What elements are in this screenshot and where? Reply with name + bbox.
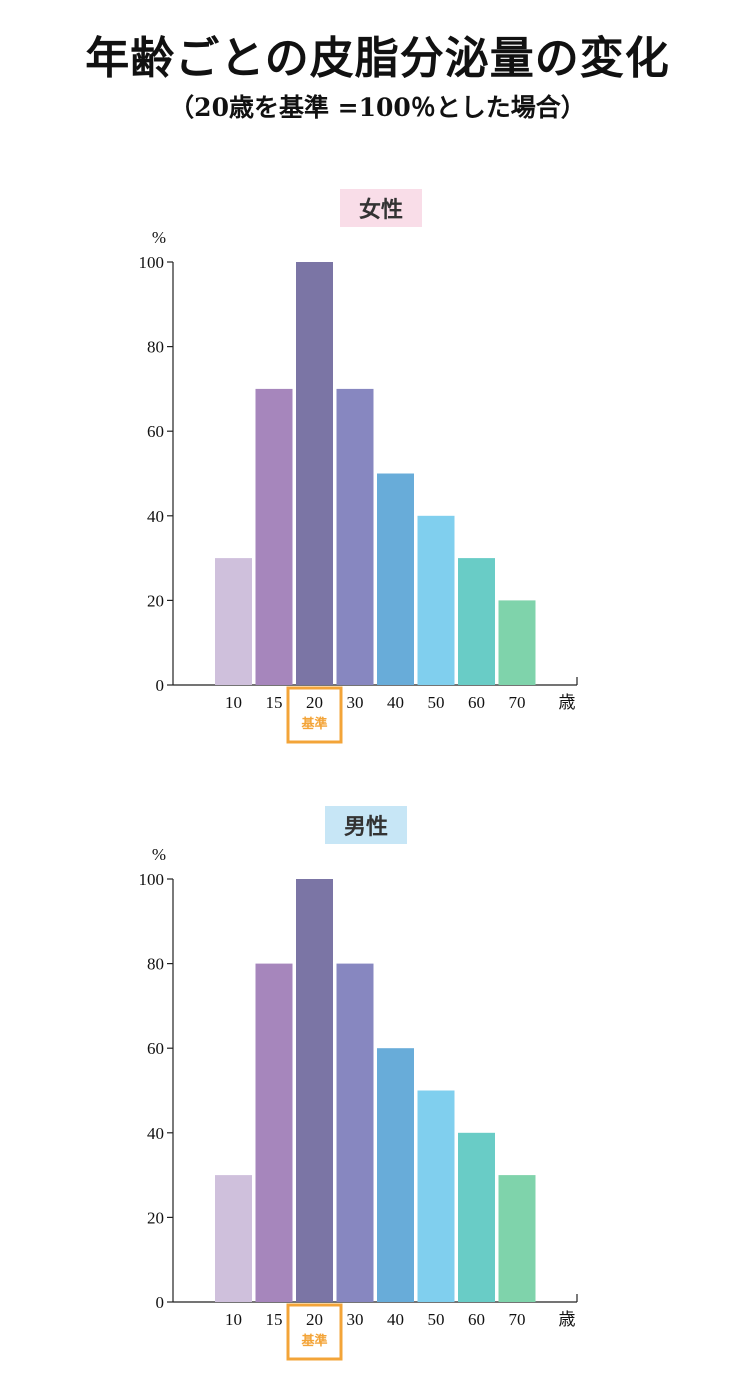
male-baseline-label: 基準 — [300, 1333, 327, 1349]
female-x-tick-label: 50 — [428, 693, 445, 712]
male-y-tick-label: 80 — [147, 955, 164, 974]
female-bar-10 — [215, 558, 252, 685]
female-chart-title: 女性 — [359, 197, 403, 223]
female-y-unit: % — [152, 228, 166, 247]
male-bar-20 — [296, 879, 333, 1302]
male-label-bg — [325, 806, 407, 844]
female-baseline-box — [286, 686, 343, 744]
female-x-unit: 歳 — [559, 693, 576, 712]
male-x-tick-label: 40 — [387, 1310, 404, 1329]
female-bar-30 — [336, 388, 374, 685]
male-baseline-box — [286, 1303, 343, 1361]
male-bar-50 — [417, 1090, 455, 1302]
female-x-tick-label: 20 — [306, 693, 323, 712]
male-x-tick-label: 15 — [266, 1310, 283, 1329]
male-bar-10 — [215, 1175, 252, 1302]
male-x-tick-label: 30 — [347, 1310, 364, 1329]
male-x-tick-label: 20 — [306, 1310, 323, 1329]
female-y-tick-label: 20 — [147, 591, 164, 610]
male-x-tick-label: 10 — [225, 1310, 242, 1329]
female-x-tick-label: 40 — [387, 693, 404, 712]
female-label-bg — [340, 189, 422, 227]
female-y-tick-label: 60 — [147, 422, 164, 441]
female-x-tick-label: 15 — [266, 693, 283, 712]
page-title: 年齢ごとの皮脂分泌量の変化 — [85, 33, 670, 84]
female-bar-40 — [377, 473, 414, 685]
page-subtitle: （20歳を基準 =100％とした場合） — [169, 93, 586, 122]
female-baseline-label: 基準 — [300, 716, 327, 732]
female-chart: 女性% 0 20 40 60 80 100 10 15 20 基準 30 40 50 60 70 歳 — [139, 189, 578, 744]
male-x-tick-label: 50 — [428, 1310, 445, 1329]
female-y-tick-label: 100 — [139, 253, 165, 272]
female-x-tick-label: 60 — [468, 693, 485, 712]
female-bar-20 — [296, 262, 333, 685]
female-bar-50 — [417, 515, 455, 685]
female-bar-60 — [458, 558, 495, 685]
male-bar-60 — [458, 1132, 495, 1302]
female-bar-70 — [498, 600, 536, 685]
male-x-tick-label: 70 — [509, 1310, 526, 1329]
female-x-tick-label: 70 — [509, 693, 526, 712]
female-y-tick-label: 80 — [147, 338, 164, 357]
male-chart: 男性% 0 20 40 60 80 100 10 15 20 基準 30 40 50 60 70 歳 — [139, 806, 578, 1361]
male-y-unit: % — [152, 845, 166, 864]
male-y-tick-label: 100 — [139, 870, 165, 889]
female-y-tick-label: 0 — [156, 676, 165, 695]
male-y-tick-label: 40 — [147, 1124, 164, 1143]
male-chart-title: 男性 — [344, 815, 388, 840]
female-y-tick-label: 40 — [147, 507, 164, 526]
male-bar-15 — [255, 963, 293, 1302]
male-y-tick-label: 0 — [156, 1293, 165, 1312]
male-bar-30 — [336, 963, 374, 1302]
male-y-tick-label: 20 — [147, 1208, 164, 1227]
male-x-unit: 歳 — [559, 1310, 576, 1329]
male-bar-70 — [498, 1175, 536, 1302]
male-x-tick-label: 60 — [468, 1310, 485, 1329]
female-x-tick-label: 10 — [225, 693, 242, 712]
female-x-tick-label: 30 — [347, 693, 364, 712]
male-bar-40 — [377, 1048, 414, 1302]
male-y-tick-label: 60 — [147, 1039, 164, 1058]
female-bar-15 — [255, 388, 293, 685]
